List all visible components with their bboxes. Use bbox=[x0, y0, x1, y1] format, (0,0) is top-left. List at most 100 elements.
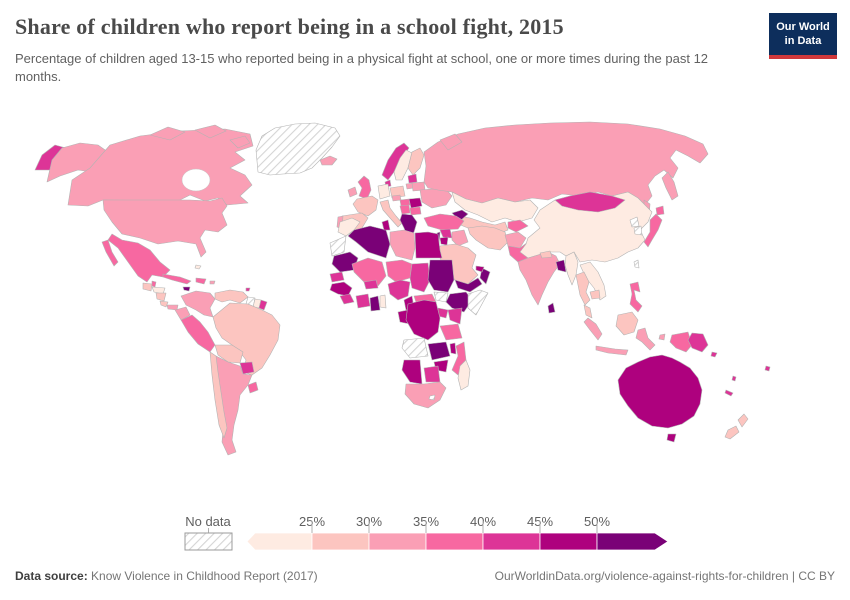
country-burkina-faso[interactable] bbox=[363, 279, 379, 290]
country-kyrgyz-tajik[interactable] bbox=[507, 219, 529, 233]
country-uk[interactable] bbox=[357, 175, 372, 200]
country-mozambique[interactable] bbox=[451, 341, 467, 376]
country-canada[interactable] bbox=[67, 128, 254, 207]
legend-bin-30-35[interactable] bbox=[368, 532, 427, 551]
country-fiji[interactable] bbox=[764, 365, 771, 372]
country-mexico[interactable] bbox=[107, 233, 171, 283]
country-iceland[interactable] bbox=[319, 155, 338, 166]
country-puerto-rico[interactable] bbox=[209, 280, 216, 285]
country-thailand[interactable] bbox=[575, 271, 591, 306]
country-cambodia[interactable] bbox=[589, 289, 601, 300]
country-somalia[interactable] bbox=[467, 289, 489, 316]
legend-no-data-swatch[interactable] bbox=[184, 532, 233, 551]
country-south-korea[interactable] bbox=[633, 225, 643, 236]
country-russia-novaya-zemlya[interactable] bbox=[439, 133, 463, 151]
country-french-guiana[interactable] bbox=[258, 299, 268, 311]
country-senegal[interactable] bbox=[329, 271, 345, 283]
country-romania[interactable] bbox=[408, 197, 423, 209]
country-solomon-islands[interactable] bbox=[710, 351, 718, 358]
country-estonia-latvia[interactable] bbox=[407, 173, 418, 184]
country-norway[interactable] bbox=[381, 142, 410, 181]
country-sumatra[interactable] bbox=[583, 317, 603, 341]
country-panama[interactable] bbox=[166, 304, 179, 311]
country-mongolia[interactable] bbox=[554, 191, 626, 213]
country-nepal[interactable] bbox=[539, 250, 553, 259]
country-syria[interactable] bbox=[439, 228, 453, 239]
country-czechia[interactable] bbox=[391, 194, 402, 202]
country-malaysia[interactable] bbox=[583, 304, 593, 319]
country-iran[interactable] bbox=[467, 225, 509, 251]
country-tasmania[interactable] bbox=[666, 433, 677, 443]
country-ireland[interactable] bbox=[347, 186, 358, 198]
country-south-africa[interactable] bbox=[404, 381, 447, 409]
legend-bin-gt50[interactable] bbox=[596, 532, 669, 551]
country-tanzania[interactable] bbox=[439, 323, 463, 341]
country-ivory-coast[interactable] bbox=[355, 293, 371, 309]
country-west-papua[interactable] bbox=[669, 331, 693, 353]
country-venezuela[interactable] bbox=[214, 289, 249, 304]
country-papua-new-guinea[interactable] bbox=[687, 332, 709, 353]
country-maluku[interactable] bbox=[658, 333, 666, 341]
country-canada-island[interactable] bbox=[229, 135, 251, 149]
country-russia[interactable] bbox=[423, 121, 709, 206]
legend-bin-lt25[interactable] bbox=[246, 532, 313, 551]
country-tunisia[interactable] bbox=[381, 219, 391, 231]
country-nicaragua[interactable] bbox=[155, 292, 167, 302]
country-hispaniola[interactable] bbox=[195, 277, 207, 285]
country-chile[interactable] bbox=[209, 351, 228, 439]
country-india[interactable] bbox=[517, 251, 561, 306]
attribution-link[interactable]: OurWorldinData.org/violence-against-righ… bbox=[494, 569, 835, 583]
country-mexico-baja[interactable] bbox=[101, 239, 119, 267]
country-zambia[interactable] bbox=[427, 341, 451, 361]
country-canada-island[interactable] bbox=[149, 126, 186, 141]
country-benin[interactable] bbox=[379, 294, 387, 309]
country-oman[interactable] bbox=[479, 267, 491, 285]
country-serbia-bosnia[interactable] bbox=[399, 204, 411, 215]
country-bulgaria[interactable] bbox=[409, 206, 422, 216]
country-sulawesi[interactable] bbox=[635, 327, 656, 351]
owid-logo[interactable]: Our World in Data bbox=[769, 13, 837, 59]
country-afghanistan[interactable] bbox=[504, 231, 527, 249]
country-russia-kamchatka[interactable] bbox=[661, 171, 679, 201]
country-angola[interactable] bbox=[401, 337, 429, 359]
country-western-sahara[interactable] bbox=[329, 235, 347, 257]
country-new-zealand-north[interactable] bbox=[737, 413, 749, 428]
country-lesotho[interactable] bbox=[428, 394, 436, 401]
country-mali[interactable] bbox=[351, 257, 387, 287]
country-nigeria[interactable] bbox=[387, 279, 411, 301]
country-niger[interactable] bbox=[385, 259, 413, 283]
country-ethiopia[interactable] bbox=[445, 291, 473, 313]
country-colombia[interactable] bbox=[180, 290, 216, 318]
country-taiwan[interactable] bbox=[633, 259, 640, 269]
legend-bin-40-45[interactable] bbox=[482, 532, 541, 551]
country-yemen[interactable] bbox=[454, 277, 483, 293]
country-turkey[interactable] bbox=[423, 213, 465, 231]
country-iraq[interactable] bbox=[451, 229, 469, 247]
country-ecuador[interactable] bbox=[174, 306, 191, 321]
country-sudan[interactable] bbox=[427, 259, 455, 293]
legend-bin-25-30[interactable] bbox=[311, 532, 370, 551]
country-guinea[interactable] bbox=[329, 281, 353, 297]
country-brazil[interactable] bbox=[212, 302, 281, 376]
country-uae[interactable] bbox=[475, 265, 485, 273]
country-japan-hokkaido[interactable] bbox=[655, 205, 665, 216]
country-usa[interactable] bbox=[102, 197, 228, 258]
country-canada-island[interactable] bbox=[194, 124, 227, 139]
country-drc[interactable] bbox=[405, 299, 441, 341]
legend-bin-45-50[interactable] bbox=[539, 532, 598, 551]
country-madagascar[interactable] bbox=[457, 359, 471, 391]
country-libya[interactable] bbox=[389, 229, 416, 261]
country-sri-lanka[interactable] bbox=[547, 302, 556, 314]
country-peru[interactable] bbox=[180, 314, 216, 353]
country-myanmar[interactable] bbox=[564, 251, 579, 286]
country-algeria[interactable] bbox=[347, 225, 391, 259]
country-jordan[interactable] bbox=[439, 236, 449, 246]
country-kazakhstan[interactable] bbox=[451, 191, 539, 223]
country-new-zealand-south[interactable] bbox=[724, 425, 740, 440]
country-bangladesh[interactable] bbox=[555, 259, 567, 273]
country-uruguay[interactable] bbox=[247, 381, 259, 394]
country-jamaica[interactable] bbox=[182, 286, 191, 292]
country-greenland[interactable] bbox=[255, 122, 341, 176]
country-guatemala[interactable] bbox=[142, 282, 153, 292]
country-costa-rica[interactable] bbox=[159, 300, 169, 308]
